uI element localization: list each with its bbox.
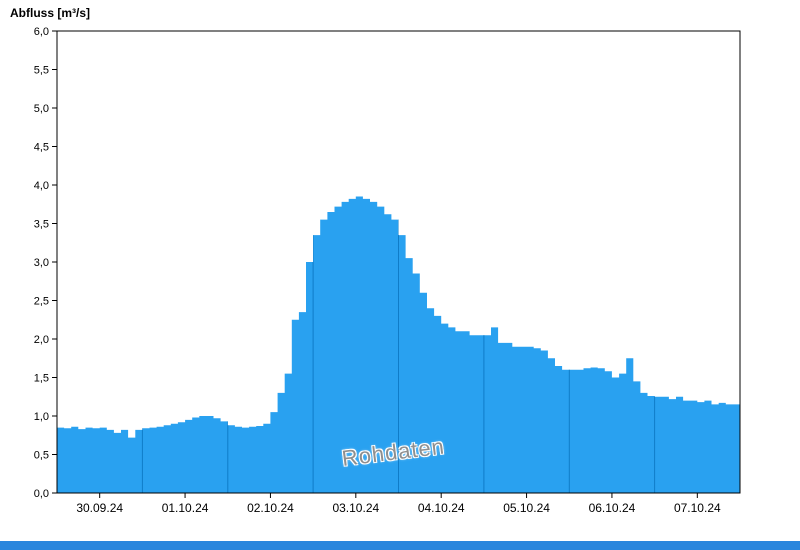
discharge-chart: 0,0 0,5 1,0 1,5 2,0 2,5 3,0 3,5 4,0 4,5 5,0 5,5 6,0 3… (34, 26, 741, 515)
y-tick-label: 5,5 (34, 65, 49, 77)
x-tick-label: 03.10.24 (332, 501, 379, 515)
y-tick-label: 1,0 (34, 411, 49, 423)
bottom-blue-bar (0, 541, 800, 550)
y-tick-label: 1,5 (34, 373, 49, 385)
x-axis: 30.09.24 01.10.24 02.10.24 03.10.24 04.10.24… (76, 493, 721, 515)
x-tick-label: 01.10.24 (162, 501, 209, 515)
x-tick-label: 06.10.24 (589, 501, 636, 515)
y-tick-label: 0,5 (34, 450, 49, 462)
x-tick-label: 02.10.24 (247, 501, 294, 515)
y-tick-label: 3,5 (34, 219, 49, 231)
y-tick-label: 6,0 (34, 26, 49, 38)
y-tick-label: 2,0 (34, 334, 49, 346)
x-tick-label: 04.10.24 (418, 501, 465, 515)
x-tick-label: 05.10.24 (503, 501, 550, 515)
y-tick-label: 2,5 (34, 296, 49, 308)
y-tick-label: 4,0 (34, 180, 49, 192)
y-tick-label: 3,0 (34, 257, 49, 269)
y-axis: 0,0 0,5 1,0 1,5 2,0 2,5 3,0 3,5 4,0 4,5 5,0 5,5 6,0 (34, 26, 57, 500)
y-tick-label: 0,0 (34, 488, 49, 500)
y-tick-label: 5,0 (34, 103, 49, 115)
y-axis-title: Abfluss [m³/s] (10, 6, 91, 20)
y-tick-label: 4,5 (34, 142, 49, 154)
x-tick-label: 07.10.24 (674, 501, 721, 515)
x-tick-label: 30.09.24 (76, 501, 123, 515)
